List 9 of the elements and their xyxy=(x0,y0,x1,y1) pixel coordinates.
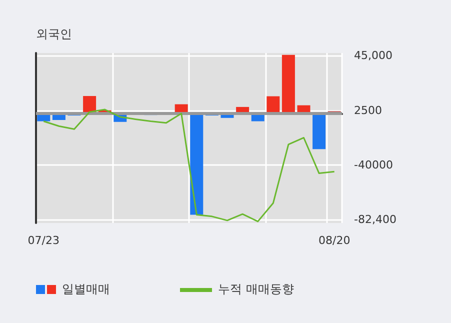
y-tick-label: -82,400 xyxy=(354,213,396,226)
chart-title: 외국인 xyxy=(36,27,72,41)
y-tick-label: -40000 xyxy=(354,158,393,172)
y-tick-label: 2500 xyxy=(354,104,382,117)
legend-label: 누적 매매동향 xyxy=(218,282,294,296)
x-tick-label: 08/20 xyxy=(318,234,350,247)
x-tick-label: 07/23 xyxy=(28,234,60,247)
y-tick-label: 45,000 xyxy=(354,49,392,62)
legend-label: 일별매매 xyxy=(62,282,110,296)
